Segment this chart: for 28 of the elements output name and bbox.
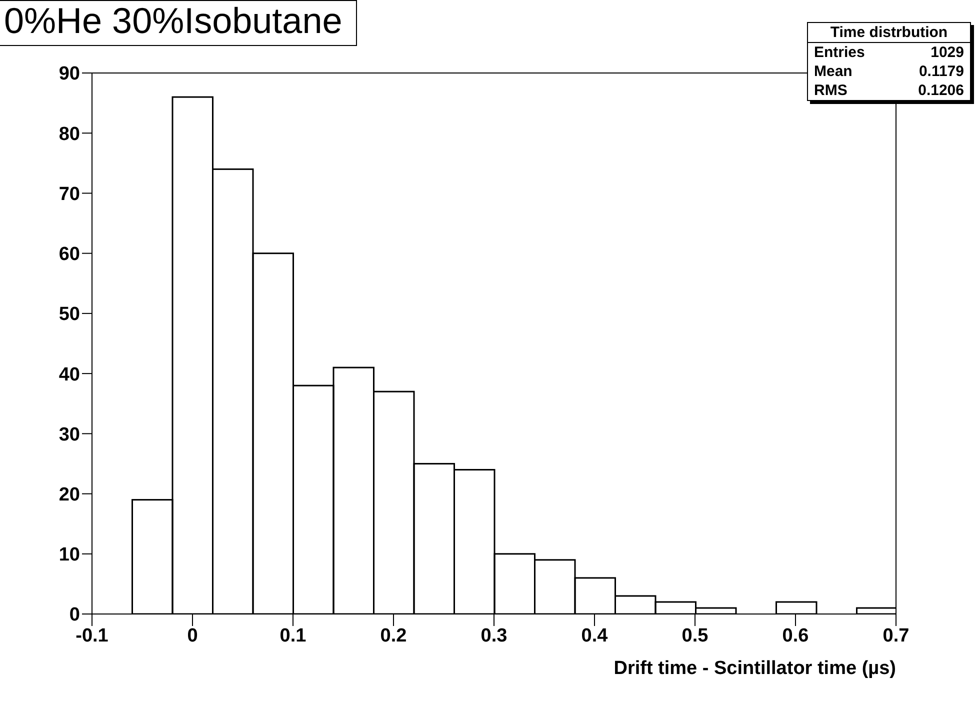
y-tick-label: 70 <box>58 184 80 205</box>
x-tick-label: 0.3 <box>480 625 508 646</box>
x-tick-label: 0 <box>187 625 198 646</box>
y-tick-label: 90 <box>58 64 80 85</box>
x-tick-label: 0.4 <box>581 625 608 646</box>
x-tick-label: 0.6 <box>782 625 809 646</box>
x-tick-label: 0.1 <box>280 625 307 646</box>
chart-title: 0%He 30%Isobutane <box>0 0 358 46</box>
annotation: RMS <box>814 82 848 99</box>
x-tick-label: 0.5 <box>682 625 709 646</box>
x-tick-label: 0.7 <box>882 625 910 646</box>
text: 1029 <box>930 44 964 61</box>
y-tick-label: 60 <box>58 244 80 266</box>
text: 0.1206 <box>918 82 964 99</box>
y-tick-label: 80 <box>58 124 80 145</box>
y-tick-label: 30 <box>58 424 80 446</box>
annotation: Mean <box>814 63 852 80</box>
x-axis-title: Drift time - Scintillator time (µs) <box>614 658 896 679</box>
text: 0.1179 <box>918 63 964 80</box>
x-tick-label: 0.2 <box>380 625 407 646</box>
text: Time distrbution <box>808 23 970 43</box>
x-tick-label: -0.1 <box>76 625 109 646</box>
y-tick-label: 40 <box>58 364 80 386</box>
y-tick-label: 10 <box>58 544 80 566</box>
y-tick-label: 50 <box>58 304 80 326</box>
y-tick-label: 0 <box>69 604 80 626</box>
y-tick-label: 20 <box>58 484 80 506</box>
text: Entries <box>814 44 865 61</box>
